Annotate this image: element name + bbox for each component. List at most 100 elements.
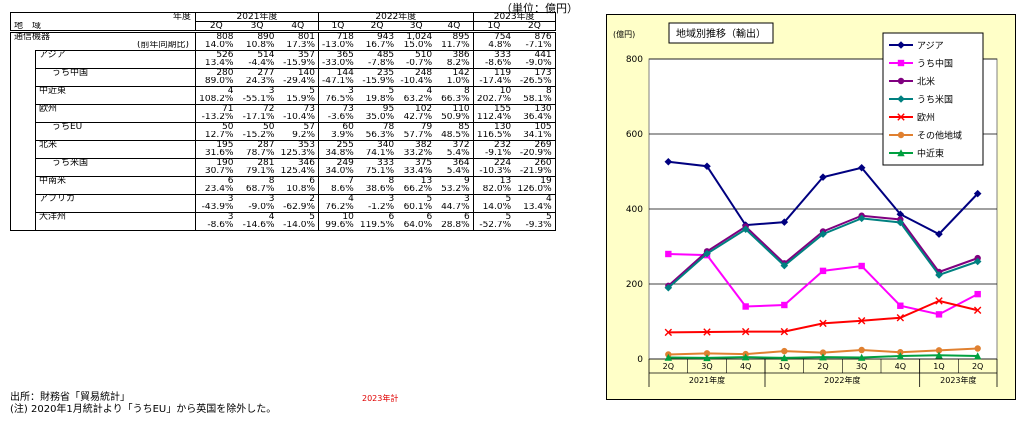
ratio-cell: -8.6% (485, 59, 512, 68)
value-cell: 372 (435, 139, 474, 149)
table-row: うちEU 50 50 57 60 78 79 85 130 105 (10, 121, 556, 131)
data-point (665, 250, 672, 258)
row-label: 大洋州 (35, 211, 196, 221)
series-line (665, 345, 981, 358)
ratio-cell: -17.1% (242, 113, 275, 122)
data-point (664, 283, 673, 292)
value-cell: 50 (195, 121, 237, 131)
ratio-cell: 64.0% (397, 221, 436, 231)
ratio-cell: -9.1% (485, 149, 512, 158)
data-point (896, 352, 905, 360)
chart-title-box (668, 22, 774, 44)
ratio-cell: -9.3% (514, 221, 556, 231)
calc-note: 2023年計 (362, 394, 399, 403)
ratio-cell: 99.6% (318, 221, 357, 231)
value-cell: 876 (514, 31, 556, 41)
ratio-cell: 112.4% (476, 113, 512, 122)
data-point (935, 351, 943, 359)
value-cell: 718 (318, 31, 357, 41)
indent-cell (10, 86, 36, 95)
header-row-quarters: 地 域 2Q 3Q 4Q 1Q 2Q 3Q 4Q 1Q 2Q (10, 21, 556, 33)
ratio-cell: 3.9% (330, 131, 354, 140)
unit-label: （単位：億円） (501, 2, 578, 15)
table-row-ratio: 23.4% 68.7% 10.8% 8.6% 38.6% 66.2% 53.2% 82.0% 1… (10, 185, 556, 194)
blank-cell (35, 149, 196, 158)
data-point (741, 225, 750, 234)
value-cell: 333 (356, 157, 398, 167)
ratio-cell: 202.7% (476, 95, 512, 104)
ratio-cell: 125.4% (277, 167, 319, 176)
year-header: 2023年度 (473, 12, 556, 22)
indent-cell (10, 167, 36, 176)
data-point (974, 290, 981, 298)
source-notes: 出所：財務省「貿易統計」 (注) 2020年1月統計より「うちEU」から英国を除… (10, 392, 276, 416)
value-cell: 364 (435, 157, 474, 167)
row-label: 中南米 (35, 175, 196, 185)
data-point (858, 262, 865, 270)
indent-cell (10, 149, 36, 158)
indent-cell (10, 59, 36, 68)
y-tick-label: 600 (626, 130, 643, 140)
ratio-cell: 38.6% (365, 185, 395, 194)
value-cell: 10 (318, 211, 357, 221)
ratio-cell: 33.2% (403, 149, 433, 158)
ratio-cell: -9.0% (514, 59, 556, 68)
data-point (664, 157, 673, 166)
ratio-cell: -10.3% (479, 167, 512, 176)
data-point (935, 297, 943, 305)
data-point (897, 113, 905, 121)
value-cell: 79 (397, 121, 436, 131)
value-cell: 340 (356, 139, 398, 149)
value-cell: 71 (195, 103, 237, 113)
value-cell: 3 (195, 211, 237, 221)
value-cell: 260 (514, 157, 556, 167)
ratio-cell: 31.6% (204, 149, 234, 158)
ratio-cell: -14.6% (236, 221, 278, 231)
value-cell: 269 (514, 139, 556, 149)
value-cell: 13 (397, 175, 436, 185)
value-cell: 7 (318, 175, 357, 185)
ratio-cell: 126.0% (514, 185, 556, 194)
ratio-cell: 89.0% (204, 77, 234, 86)
row-label: 北米 (35, 139, 196, 149)
table-row: うち米国 190 281 346 249 333 375 364 224 260 (10, 157, 556, 167)
ratio-cell: -15.2% (242, 131, 275, 140)
value-cell: 5 (356, 85, 398, 95)
y-axis-label: (億円) (613, 29, 635, 39)
data-point (819, 353, 827, 361)
data-point (819, 319, 827, 328)
row-label: アフリカ (35, 193, 196, 203)
value-cell: 386 (435, 49, 474, 59)
ratio-cell: -10.4% (400, 77, 433, 86)
data-point (897, 131, 905, 139)
value-cell: 353 (277, 139, 319, 149)
ratio-cell: 53.2% (435, 185, 474, 194)
ratio-cell: -52.7% (473, 221, 515, 231)
x-tick-label: 3Q (701, 362, 712, 371)
indent-cell (10, 221, 36, 231)
indent-cell (10, 131, 36, 140)
value-cell: 801 (277, 31, 319, 41)
value-cell: 6 (195, 175, 237, 185)
x-tick-label: 2Q (663, 362, 674, 371)
value-cell: 4 (236, 211, 278, 221)
ratio-cell: 8.6% (330, 185, 354, 194)
ratio-cell: -47.1% (322, 77, 354, 86)
data-point (857, 163, 866, 172)
value-cell: 248 (397, 67, 436, 77)
data-point (819, 349, 827, 356)
ratio-cell: 1.0% (435, 77, 474, 86)
indent-cell (10, 203, 36, 212)
quarter-header: 3Q (236, 21, 278, 33)
ratio-sublabel: (前年同期比) (10, 41, 196, 50)
ratio-cell: 11.7% (435, 41, 474, 50)
blank-cell (35, 131, 196, 140)
value-cell: 235 (356, 67, 398, 77)
table-row-ratio: 108.2% -55.1% 15.9% 76.5% 19.8% 63.2% 66.3% 202… (10, 95, 556, 104)
indent-cell (10, 194, 36, 203)
indent-cell (10, 140, 36, 149)
table-row: 大洋州 3 4 5 10 6 6 6 5 5 (10, 211, 556, 221)
data-point (857, 214, 866, 223)
ratio-cell: -29.4% (277, 77, 319, 86)
data-point (896, 210, 905, 219)
